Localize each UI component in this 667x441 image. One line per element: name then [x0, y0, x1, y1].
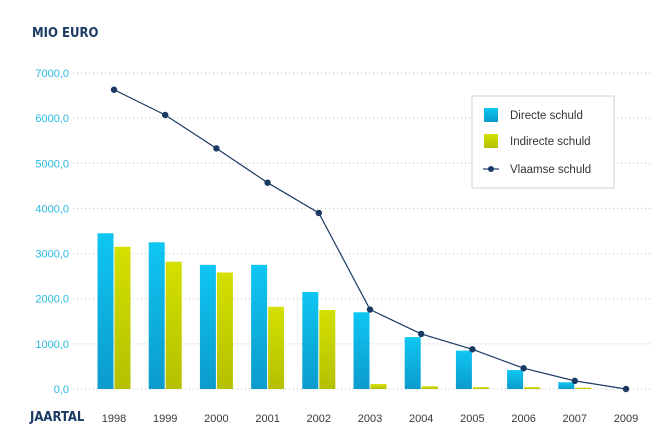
bar-indirecte-schuld [319, 310, 336, 389]
legend: Directe schuld Indirecte schuld Vlaamse … [471, 95, 615, 189]
bar-directe-schuld [507, 370, 524, 389]
x-axis-ticks: 1998 1999 2000 2001 2002 2003 2004 2005 2006 2007… [102, 413, 638, 425]
point-vlaamse-schuld [315, 209, 322, 217]
y-tick-label: 7000,0 [35, 68, 69, 80]
x-tick-label: 2006 [511, 413, 535, 425]
bar-indirecte-schuld [165, 261, 182, 389]
point-vlaamse-schuld [110, 86, 118, 93]
point-vlaamse-schuld [366, 306, 374, 313]
bar-directe-schuld [302, 291, 319, 389]
legend-marker-vlaamse [488, 166, 494, 172]
point-vlaamse-schuld [520, 365, 527, 372]
x-tick-label: 2004 [409, 413, 433, 425]
bar-directe-schuld [558, 382, 575, 389]
point-vlaamse-schuld [213, 145, 220, 152]
legend-label-directe: Directe schuld [510, 110, 583, 122]
bar-directe-schuld [148, 242, 165, 389]
bar-directe-schuld [353, 312, 370, 389]
y-axis-ticks: 0,0 1000,0 2000,0 3000,0 4000,0 5000,0 6000,0 7… [35, 68, 69, 396]
bars [97, 233, 592, 389]
bar-indirecte-schuld [472, 387, 489, 389]
y-tick-label: 6000,0 [35, 113, 69, 125]
point-vlaamse-schuld [622, 385, 630, 393]
y-tick-label: 1000,0 [35, 339, 69, 351]
bar-indirecte-schuld [524, 387, 541, 389]
point-vlaamse-schuld [264, 179, 271, 186]
bar-indirecte-schuld [114, 246, 131, 389]
legend-swatch-directe [484, 108, 498, 122]
y-tick-label: 5000,0 [35, 158, 69, 170]
bar-indirecte-schuld [268, 306, 285, 389]
line-series [110, 86, 630, 393]
y-axis-label: MIO EURO [32, 26, 98, 41]
bar-directe-schuld [97, 233, 114, 389]
bar-directe-schuld [404, 337, 421, 389]
y-tick-label: 2000,0 [35, 294, 69, 306]
x-tick-label: 2007 [563, 413, 587, 425]
legend-label-indirecte: Indirecte schuld [510, 136, 591, 148]
bar-indirecte-schuld [370, 384, 387, 389]
x-tick-label: 2005 [460, 413, 484, 425]
bar-directe-schuld [199, 264, 216, 389]
y-tick-label: 0,0 [54, 384, 69, 396]
x-tick-label: 2001 [255, 413, 279, 425]
x-tick-label: 1999 [153, 413, 177, 425]
y-tick-label: 3000,0 [35, 249, 69, 261]
legend-label-vlaamse: Vlaamse schuld [510, 164, 591, 176]
bar-directe-schuld [455, 350, 472, 389]
x-tick-label: 2003 [358, 413, 382, 425]
x-tick-label: 2009 [614, 413, 638, 425]
x-axis-label: JAARTAL [29, 410, 85, 425]
point-vlaamse-schuld [469, 346, 476, 353]
bar-indirecte-schuld [216, 272, 233, 389]
x-tick-label: 1998 [102, 413, 126, 425]
x-tick-label: 2002 [307, 413, 331, 425]
bar-directe-schuld [251, 264, 268, 389]
point-vlaamse-schuld [571, 377, 578, 385]
bar-indirecte-schuld [421, 386, 438, 389]
x-tick-label: 2000 [204, 413, 228, 425]
point-vlaamse-schuld [162, 111, 169, 119]
legend-swatch-indirecte [484, 134, 498, 148]
bar-indirecte-schuld [575, 387, 592, 389]
point-vlaamse-schuld [418, 330, 425, 338]
y-tick-label: 4000,0 [35, 203, 69, 215]
